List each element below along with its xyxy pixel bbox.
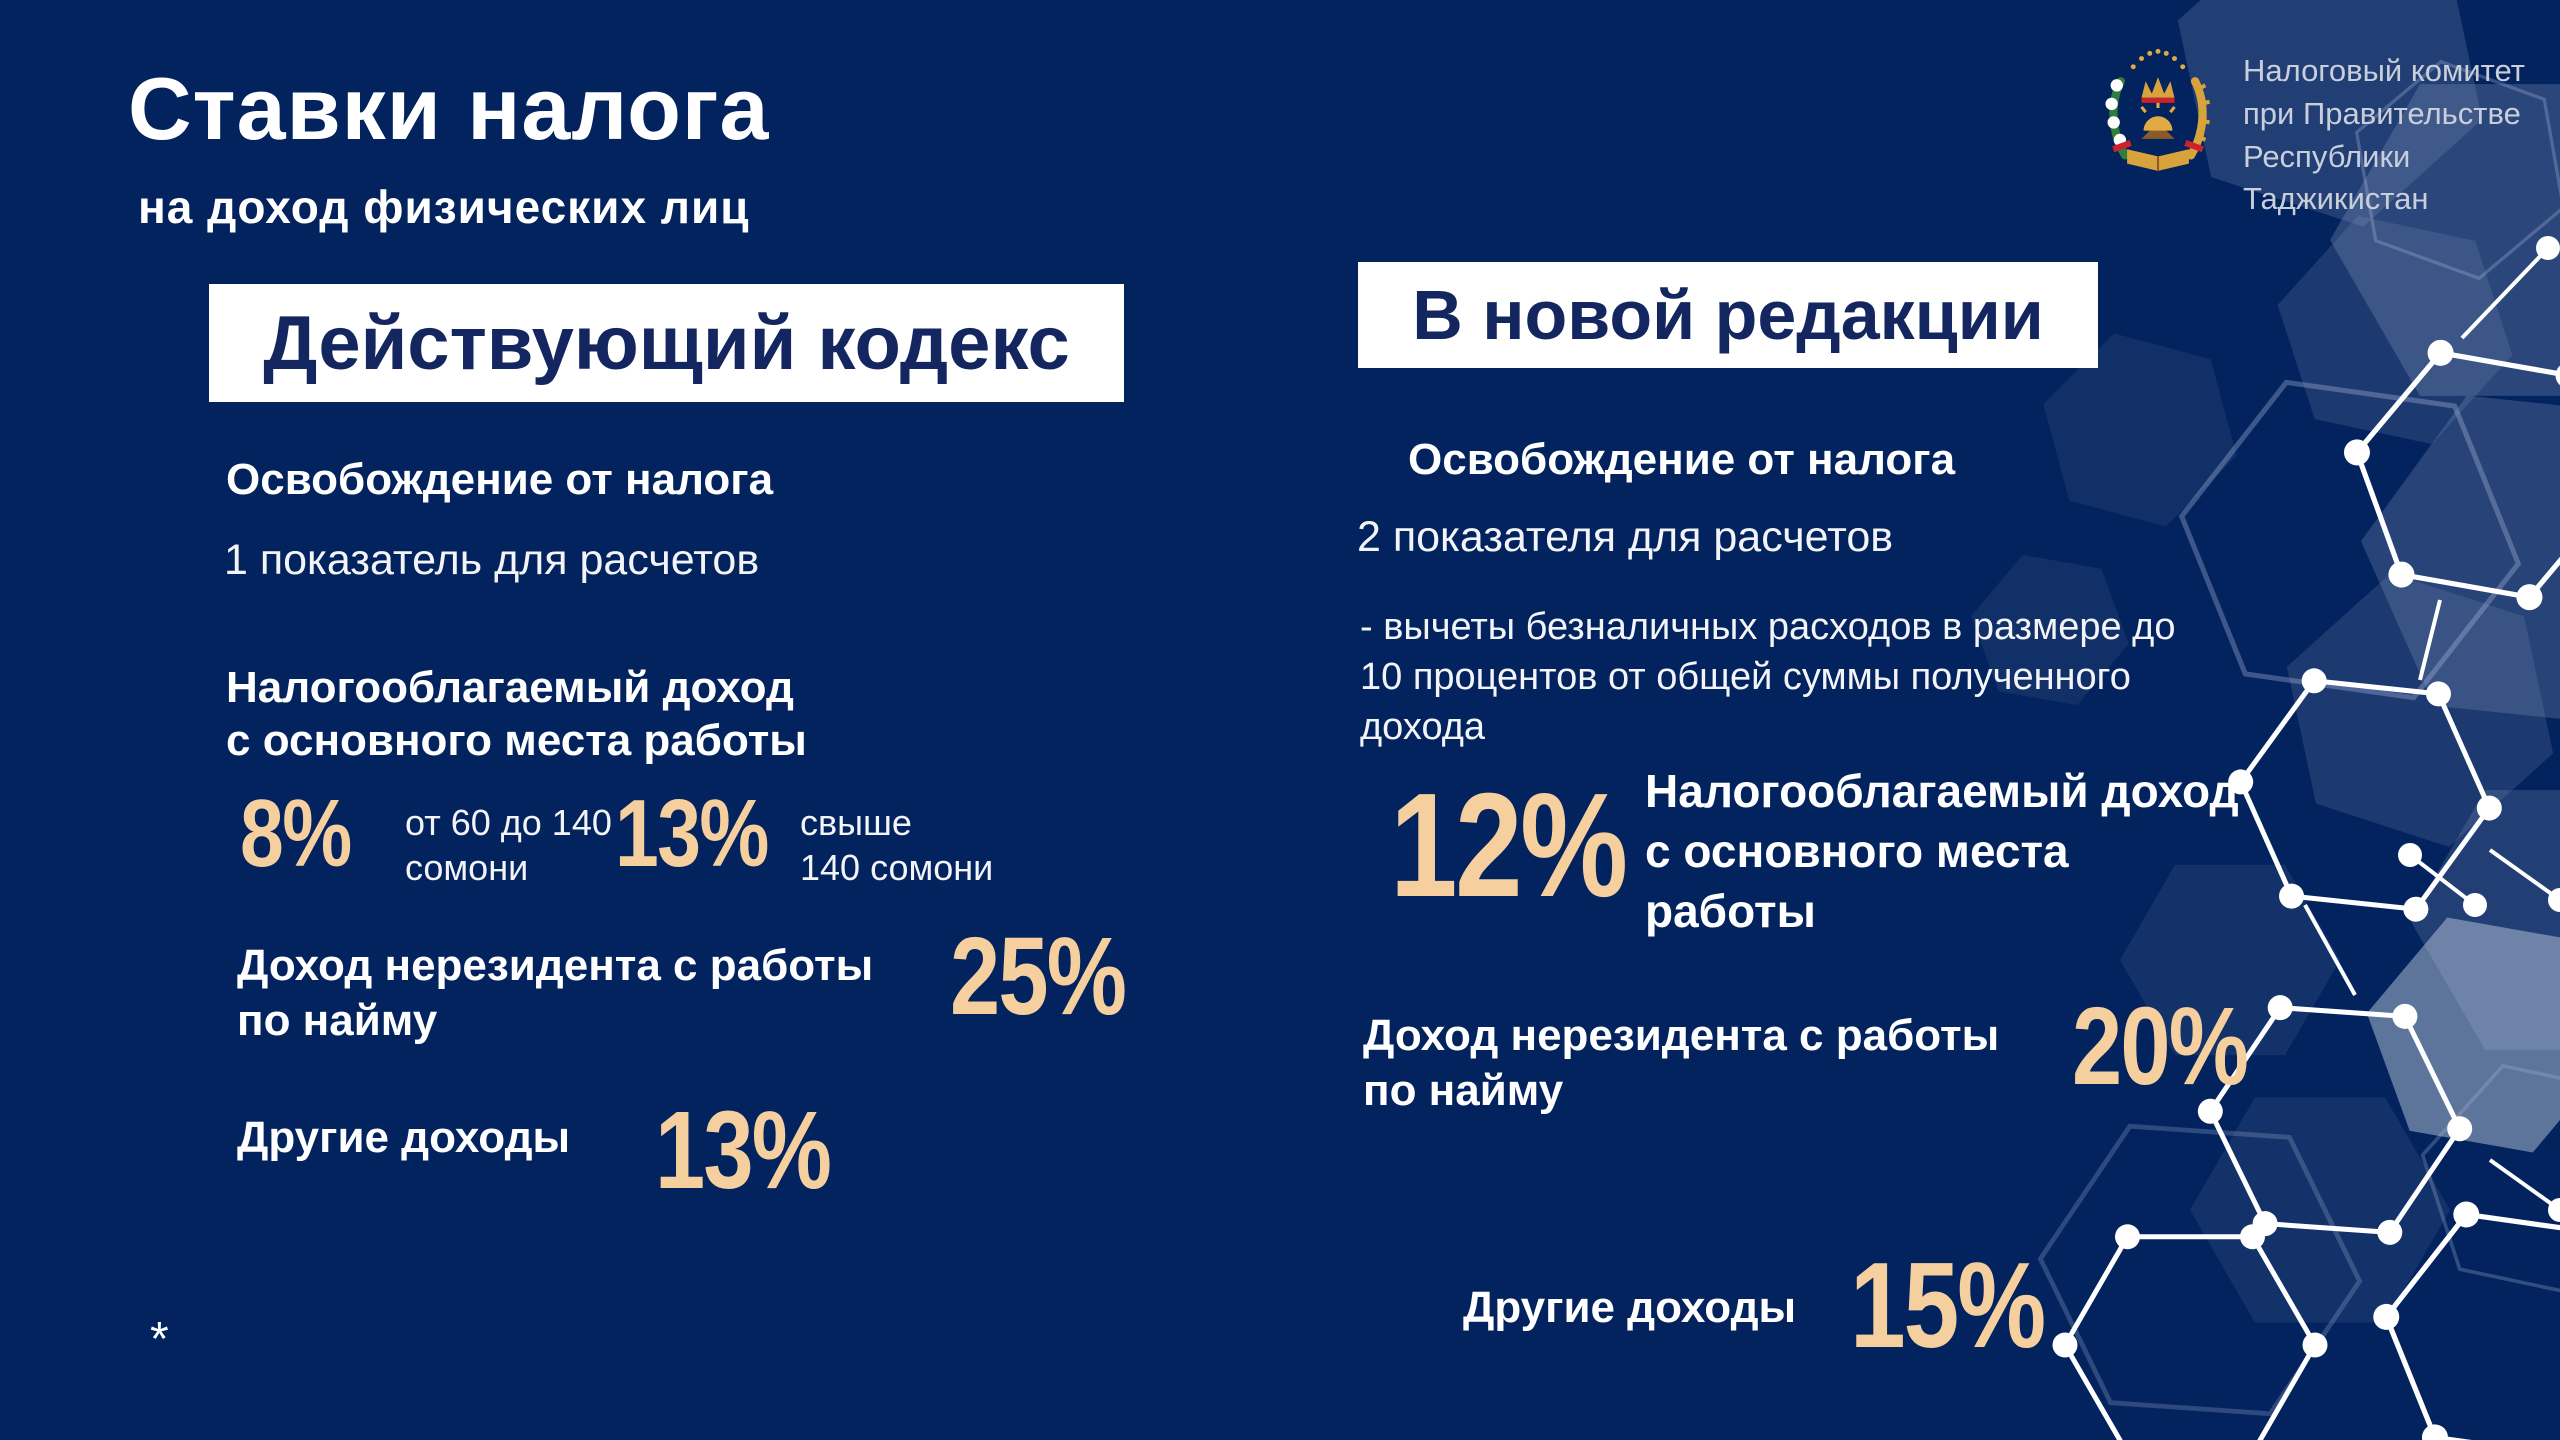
left-column-header: Действующий кодекс — [209, 284, 1124, 402]
left-main-income-title: Налогооблагаемый доход с основного места… — [226, 663, 807, 765]
page-subtitle: на доход физических лиц — [138, 181, 750, 233]
left-other-income-rate: 13% — [655, 1089, 832, 1212]
left-other-income-label: Другие доходы — [237, 1113, 571, 1162]
footnote-asterisk: * — [150, 1313, 169, 1366]
left-rate-8-value: 8% — [240, 780, 352, 887]
right-main-income-label: Налогооблагаемый доход с основного места… — [1645, 765, 2239, 937]
right-column-header: В новой редакции — [1358, 262, 2098, 368]
organization-name: Налоговый комитет при Правительстве Респ… — [2243, 53, 2525, 217]
left-rate-13-value: 13% — [615, 780, 769, 887]
left-rate-13-label: свыше 140 сомони — [800, 802, 994, 888]
right-other-income-label: Другие доходы — [1463, 1283, 1797, 1332]
right-nonresident-rate: 20% — [2072, 985, 2249, 1108]
left-exemption-title: Освобождение от налога — [226, 455, 774, 504]
right-main-income-rate: 12% — [1390, 763, 1628, 928]
right-deduction-note: - вычеты безналичных расходов в размере … — [1360, 606, 2176, 749]
right-exemption-detail: 2 показателя для расчетов — [1357, 513, 1894, 561]
right-column-header-label: В новой редакции — [1412, 276, 2044, 354]
right-nonresident-label: Доход нерезидента с работы по найму — [1363, 1011, 2000, 1115]
left-column-header-label: Действующий кодекс — [263, 300, 1070, 386]
page-title: Ставки налога — [128, 59, 770, 158]
left-exemption-detail: 1 показатель для расчетов — [224, 536, 760, 584]
right-exemption-title: Освобождение от налога — [1408, 435, 1956, 484]
left-rate-8-label: от 60 до 140 сомони — [405, 802, 612, 888]
tajikistan-emblem-icon — [2105, 48, 2210, 171]
left-nonresident-label: Доход нерезидента с работы по найму — [237, 941, 874, 1045]
right-other-income-rate: 15% — [1850, 1237, 2046, 1373]
hexagon-network-pattern-icon — [1959, 0, 2560, 1440]
left-nonresident-rate: 25% — [950, 915, 1127, 1038]
